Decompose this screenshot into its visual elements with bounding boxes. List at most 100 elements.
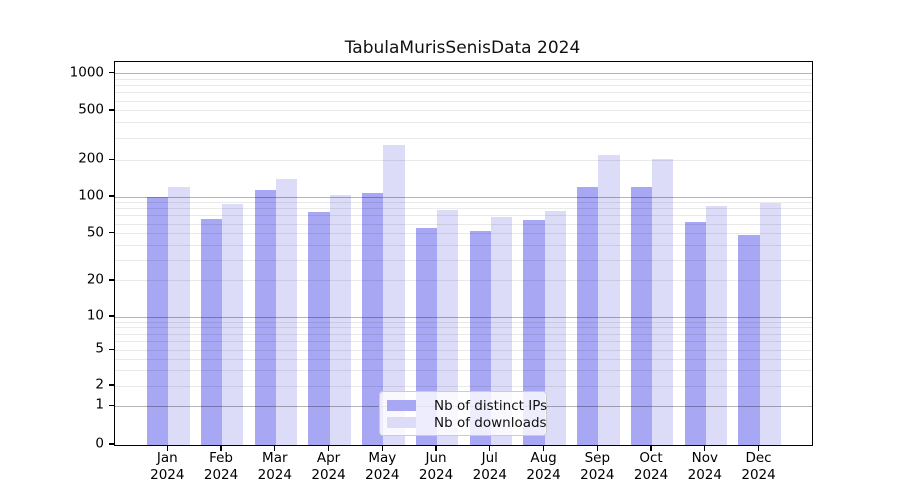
- gridline-70: [115, 215, 812, 217]
- bar-aug-s1: [544, 210, 566, 445]
- bar-sep-s0: [577, 187, 599, 445]
- y-tick-mark: [109, 443, 114, 445]
- legend-swatch-downloads: [387, 417, 416, 428]
- gridline-900: [115, 78, 812, 80]
- y-tick-label: 100: [78, 187, 104, 204]
- x-tick-mark: [435, 446, 437, 451]
- bar-jul-s1: [490, 217, 513, 445]
- legend-item-distinct-ips: Nb of distinct IPs: [387, 398, 547, 414]
- gridline-500: [115, 110, 812, 112]
- y-tick-label: 0: [95, 435, 104, 452]
- y-tick-mark: [109, 158, 114, 160]
- y-tick-label: 1: [95, 396, 104, 413]
- bar-feb-s0: [200, 219, 223, 445]
- gridline-6: [115, 341, 812, 343]
- gridline-7: [115, 333, 812, 335]
- bar-jan-s0: [147, 197, 169, 445]
- bar-may-s1: [383, 145, 405, 445]
- y-tick-mark: [109, 109, 114, 111]
- gridline-60: [115, 223, 812, 225]
- y-tick-mark: [109, 384, 114, 386]
- bar-feb-s1: [222, 204, 244, 445]
- y-tick-label: 200: [78, 150, 104, 167]
- y-tick-mark: [109, 315, 114, 317]
- y-tick-mark: [109, 195, 114, 197]
- gridline-400: [115, 122, 812, 124]
- gridline-20: [115, 280, 812, 282]
- bar-sep-s1: [598, 155, 620, 445]
- x-tick-mark: [757, 446, 760, 451]
- x-tick-label-jan: Jan 2024: [150, 450, 185, 483]
- bar-oct-s1: [652, 159, 674, 445]
- y-tick-label: 50: [86, 223, 104, 240]
- bar-dec-s1: [759, 202, 781, 445]
- y-tick-label: 500: [78, 101, 104, 118]
- gridline-1000: [115, 73, 812, 75]
- x-tick-mark: [489, 446, 491, 451]
- bar-dec-s0: [738, 234, 760, 445]
- legend-swatch-distinct-ips: [387, 400, 416, 411]
- x-tick-mark: [220, 446, 222, 451]
- x-tick-label-apr: Apr 2024: [311, 450, 346, 483]
- gridline-9: [115, 321, 812, 323]
- x-tick-mark: [704, 446, 706, 451]
- y-tick-label: 2: [95, 376, 104, 393]
- legend-label: Nb of distinct IPs: [434, 397, 548, 414]
- bar-jun-s0: [415, 227, 438, 445]
- gridline-300: [115, 137, 812, 139]
- gridline-80: [115, 208, 812, 210]
- gridline-4: [115, 358, 812, 360]
- x-tick-label-feb: Feb 2024: [203, 450, 239, 483]
- x-tick-mark: [327, 446, 330, 451]
- gridline-30: [115, 259, 812, 261]
- gridline-5: [115, 349, 812, 351]
- bar-jan-s1: [168, 187, 190, 445]
- gridline-800: [115, 85, 812, 87]
- legend-label: Nb of downloads: [434, 414, 547, 431]
- gridline-40: [115, 244, 812, 246]
- x-tick-label-nov: Nov 2024: [687, 450, 722, 483]
- y-tick-mark: [109, 279, 114, 281]
- bar-nov-s0: [684, 222, 706, 445]
- gridline-2: [115, 385, 812, 387]
- x-tick-label-oct: Oct 2024: [633, 450, 669, 483]
- y-tick-mark: [109, 348, 114, 350]
- gridline-100: [115, 196, 812, 198]
- bar-aug-s0: [523, 219, 545, 445]
- x-tick-label-may: May 2024: [365, 450, 400, 483]
- gridline-50: [115, 233, 812, 235]
- x-tick-mark: [274, 446, 276, 451]
- x-tick-mark: [650, 446, 652, 451]
- y-tick-mark: [109, 404, 114, 406]
- legend: Nb of distinct IPs Nb of downloads: [379, 391, 547, 436]
- bar-mar-s0: [254, 189, 276, 445]
- bar-may-s0: [362, 192, 384, 445]
- gridline-3: [115, 369, 812, 371]
- gridline-10: [115, 316, 812, 318]
- y-tick-label: 10: [86, 307, 104, 324]
- y-tick-mark: [109, 71, 114, 74]
- plot-area: [114, 61, 813, 446]
- bar-mar-s1: [275, 179, 298, 445]
- x-tick-label-jul: Jul 2024: [472, 450, 507, 483]
- bar-apr-s1: [329, 195, 351, 445]
- grid-layer: [115, 62, 812, 445]
- x-tick-label-mar: Mar 2024: [257, 450, 292, 483]
- x-tick-label-sep: Sep 2024: [580, 450, 615, 483]
- gridline-90: [115, 202, 812, 204]
- gridline-200: [115, 159, 812, 161]
- x-tick-mark: [542, 446, 545, 451]
- bar-jun-s1: [437, 210, 459, 445]
- y-tick-label: 5: [95, 340, 104, 357]
- gridline-8: [115, 327, 812, 329]
- gridline-600: [115, 100, 812, 102]
- x-tick-mark: [166, 446, 168, 451]
- y-tick-label: 1000: [69, 63, 104, 80]
- gridline-700: [115, 92, 812, 94]
- bar-apr-s0: [308, 212, 330, 445]
- x-tick-mark: [381, 446, 383, 451]
- bar-oct-s0: [630, 187, 653, 445]
- x-tick-label-dec: Dec 2024: [741, 450, 776, 483]
- x-tick-label-aug: Aug 2024: [526, 450, 561, 483]
